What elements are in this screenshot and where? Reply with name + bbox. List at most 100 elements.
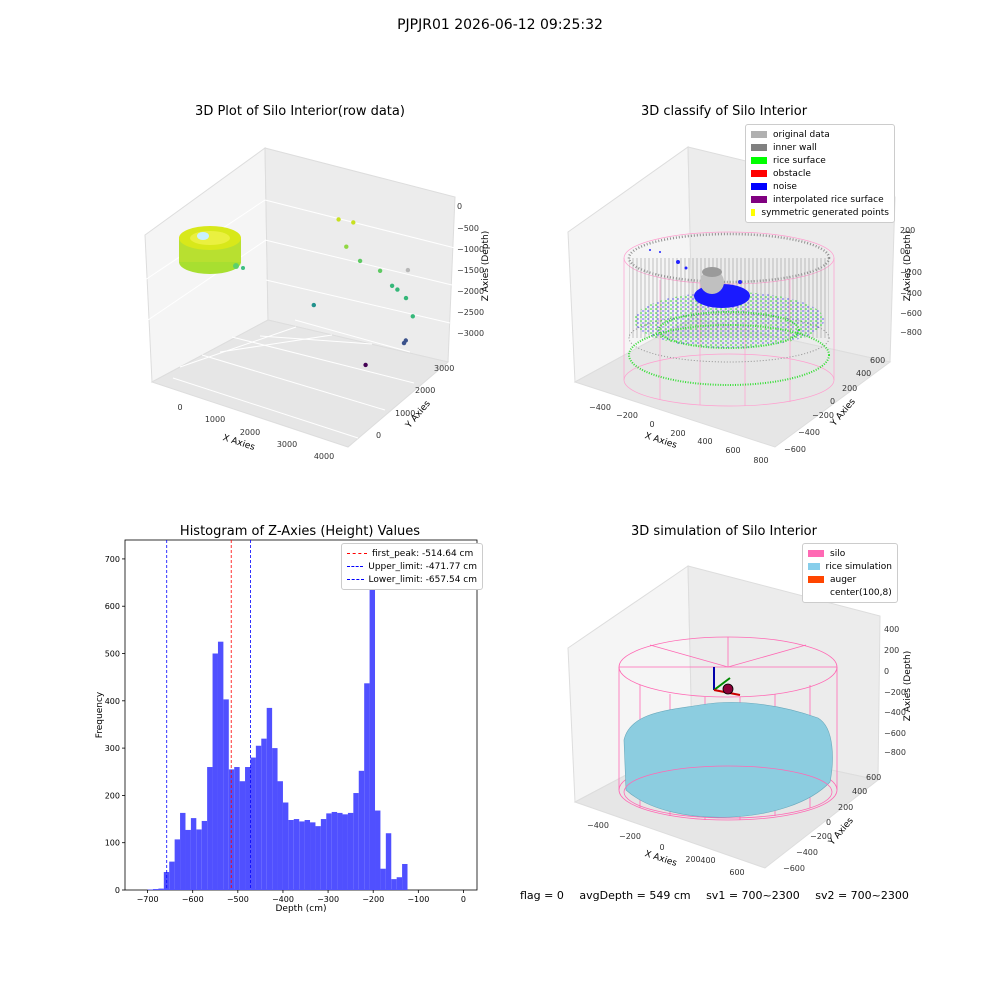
panel4-rice-surface xyxy=(623,702,833,818)
legend-label: center(100,8) xyxy=(830,587,892,598)
y-tick-1: −400 xyxy=(796,848,818,857)
hist-bar xyxy=(174,839,181,890)
y-tick-label: 300 xyxy=(105,744,120,753)
y-tick-label: 100 xyxy=(105,839,120,848)
panel1-z-ticks: 0 −500 −1000 −1500 −2000 −2500 −3000 xyxy=(457,202,484,338)
hist-legend: first_peak: -514.64 cm Upper_limit: -471… xyxy=(341,543,483,590)
scatter-point xyxy=(311,302,316,308)
z-tick-1: −500 xyxy=(457,224,479,233)
simulation-3d-plot: −400 −200 0 200 400 600 X Axies −600 −40… xyxy=(567,565,913,877)
panel4-silo-bottom-ring xyxy=(623,765,833,819)
hist-x-ticks: −700 −600 −500 −400 −300 −200 −100 0 xyxy=(137,890,466,904)
y-tick-3: 0 xyxy=(826,818,831,827)
panel4-z-label: Z Axies (Depth) xyxy=(903,651,913,722)
z-tick-5: −2500 xyxy=(457,308,484,317)
hist-bar xyxy=(364,683,370,890)
line-lower-limit xyxy=(347,579,364,580)
x-tick-2: 2000 xyxy=(240,428,260,437)
hist-bar xyxy=(201,820,208,890)
panel1-z-label: Z Axies (Depth) xyxy=(481,231,491,302)
legend-label: obstacle xyxy=(773,168,811,179)
y-tick-2: −200 xyxy=(810,832,832,841)
legend-item-auger: auger xyxy=(808,573,892,586)
y-tick-1: −400 xyxy=(798,428,820,437)
hist-bar xyxy=(228,769,235,890)
hist-bar xyxy=(353,793,359,890)
hist-bar xyxy=(320,819,327,890)
panel2-z-ticks: 200 0 −200 −400 −600 −800 xyxy=(900,226,922,337)
x-tick-1: −200 xyxy=(619,832,641,841)
x-tick-2: 0 xyxy=(649,420,654,429)
hist-bar xyxy=(326,813,332,890)
swatch-obstacle xyxy=(751,170,767,177)
y-tick-label: 400 xyxy=(105,697,120,706)
z-tick-4: −400 xyxy=(884,708,906,717)
z-tick-2: −1000 xyxy=(457,245,484,254)
avg-depth: avgDepth = 549 cm xyxy=(579,889,691,902)
hist-bar xyxy=(342,814,348,890)
panel2-legend: original data inner wall rice surface ob… xyxy=(745,124,895,223)
panel1-y-ticks: 0 1000 2000 3000 xyxy=(376,364,454,440)
swatch-rice-surface xyxy=(751,157,767,164)
scatter-point xyxy=(403,295,409,301)
panel1-x-ticks: 0 1000 2000 3000 4000 xyxy=(177,403,334,461)
hist-bar xyxy=(304,820,311,890)
x-tick-4: 400 xyxy=(697,437,712,446)
hist-bar xyxy=(266,707,273,890)
swatch-interpolated xyxy=(751,196,767,203)
legend-item-inner-wall: inner wall xyxy=(751,141,889,154)
x-tick-3: 3000 xyxy=(277,440,297,449)
panel2-rice-ring xyxy=(628,324,830,386)
x-tick-0: −400 xyxy=(589,403,611,412)
y-tick-3: 3000 xyxy=(434,364,454,373)
x-tick-2: 0 xyxy=(659,843,664,852)
y-tick-1: 1000 xyxy=(395,409,415,418)
panel1-title: 3D Plot of Silo Interior(row data) xyxy=(195,104,405,119)
x-tick-4: 400 xyxy=(700,856,715,865)
z-tick-0: 0 xyxy=(457,202,462,211)
legend-label: first_peak: -514.64 cm xyxy=(372,548,474,559)
hist-bar xyxy=(212,653,218,890)
x-tick-label: −400 xyxy=(272,895,294,904)
swatch-original-data xyxy=(751,131,767,138)
panel4-z-ticks: 400 200 0 −200 −400 −600 −800 xyxy=(884,625,906,757)
panel1-floor-pane xyxy=(150,319,450,448)
legend-item-first-peak: first_peak: -514.64 cm xyxy=(347,547,477,560)
legend-item-rice-simulation: rice simulation xyxy=(808,560,892,573)
hist-bar xyxy=(315,826,321,890)
y-tick-label: 200 xyxy=(105,791,120,800)
scatter-point xyxy=(344,244,349,249)
legend-item-center: center(100,8) xyxy=(808,586,892,599)
panel2-floor-pane xyxy=(573,317,892,448)
y-tick-0: 0 xyxy=(376,431,381,440)
hist-vlines xyxy=(166,540,251,890)
hist-bar xyxy=(169,861,175,890)
hist-bar xyxy=(402,863,408,890)
y-tick-0: −600 xyxy=(784,445,806,454)
panel4-x-ticks: −400 −200 0 200 400 600 xyxy=(587,821,745,877)
hist-bar xyxy=(272,748,278,890)
panel4-x-label: X Axies xyxy=(643,849,678,869)
legend-item-interpolated: interpolated rice surface xyxy=(751,193,889,206)
z-tick-3: −200 xyxy=(884,688,906,697)
swatch-center xyxy=(808,589,824,596)
z-tick-3: −1500 xyxy=(457,266,484,275)
hist-bar xyxy=(255,745,262,890)
hist-bar xyxy=(396,877,403,890)
x-tick-label: −700 xyxy=(137,895,159,904)
hist-bars xyxy=(147,558,408,890)
hist-bar xyxy=(207,767,213,890)
z-tick-0: 200 xyxy=(900,226,915,235)
hist-bar xyxy=(331,811,338,890)
sv2-range: sv2 = 700~2300 xyxy=(815,889,909,902)
z-tick-2: −200 xyxy=(900,268,922,277)
figure-title: PJPJR01 2026-06-12 09:25:32 xyxy=(397,17,603,33)
scatter-point xyxy=(389,283,395,288)
panel4-auger-marker xyxy=(713,667,741,696)
hist-bar xyxy=(385,833,392,890)
scatter-point xyxy=(377,268,383,273)
hist-bar xyxy=(369,558,376,890)
x-tick-6: 800 xyxy=(753,456,768,465)
y-tick-label: 0 xyxy=(115,886,120,895)
hist-bar xyxy=(282,802,289,890)
